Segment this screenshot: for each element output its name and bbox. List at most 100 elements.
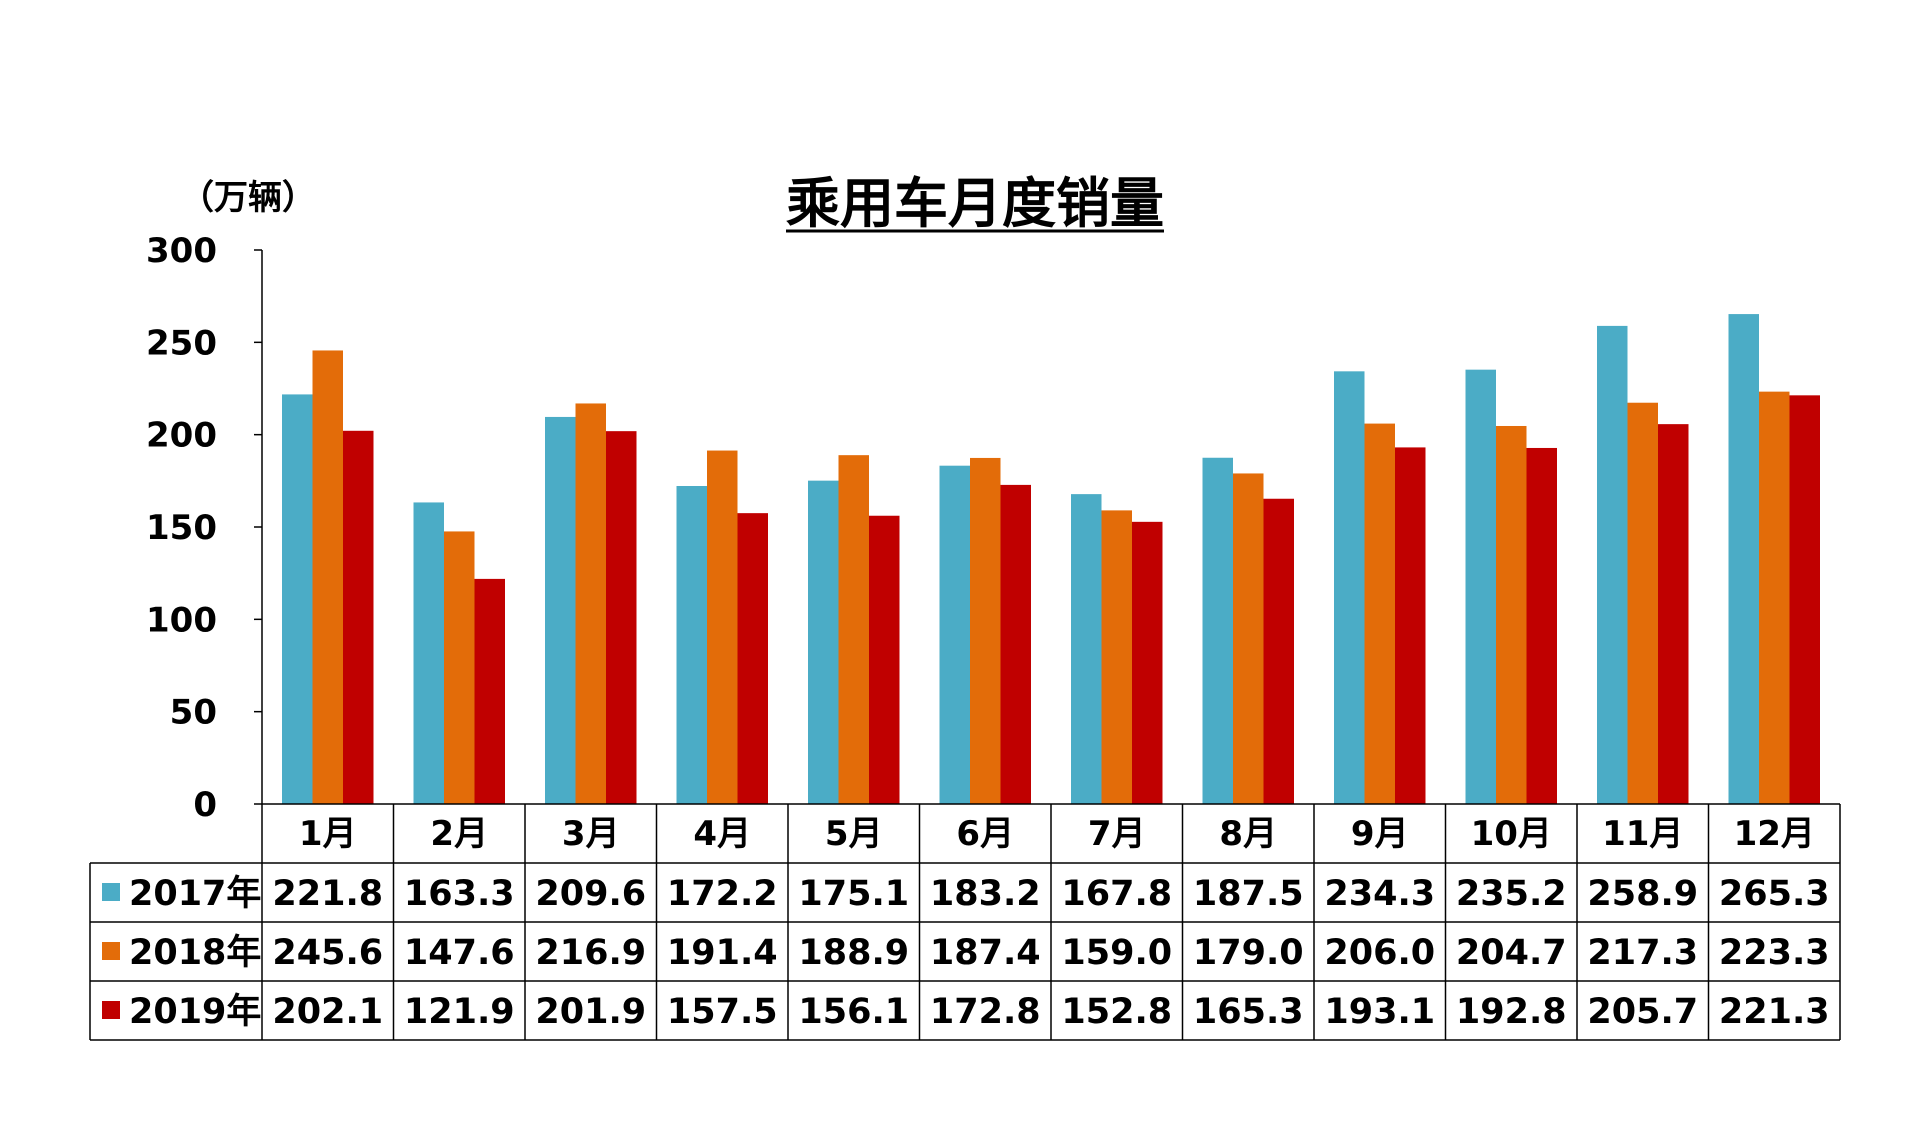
bar [1334,371,1365,804]
bar [869,515,900,804]
table-cell: 192.8 [1456,992,1567,1032]
x-tick-label: 2月 [430,814,488,854]
bar [1263,498,1294,804]
table-cell: 191.4 [667,933,778,973]
table-cell: 205.7 [1587,992,1698,1032]
table-cell: 163.3 [404,874,515,914]
bar [707,450,738,804]
legend-swatch [102,883,120,901]
table-cell: 193.1 [1324,992,1435,1032]
table-cell: 183.2 [930,874,1041,914]
x-tick-label: 4月 [693,814,751,854]
bar [1496,425,1527,804]
bar [1658,424,1689,804]
bar [575,403,606,804]
bar [1101,510,1132,804]
legend-label: 2019年 [129,992,261,1032]
bar [1395,447,1426,804]
table-cell: 201.9 [535,992,646,1032]
table-cell: 217.3 [1587,933,1698,973]
table-cell: 147.6 [404,933,515,973]
table-cell: 216.9 [535,933,646,973]
bar [1627,402,1658,804]
table-cell: 221.3 [1719,992,1830,1032]
x-tick-label: 6月 [956,814,1014,854]
legend-label: 2018年 [129,933,261,973]
y-axis: 0 50 100 150 200 250 300 [146,231,263,825]
bar [545,416,576,804]
y-unit-label: （万辆） [180,178,316,218]
bar [343,430,374,804]
legend-label: 2017年 [129,874,261,914]
bar [1789,395,1820,804]
bar [1364,423,1395,804]
x-tick-label: 1月 [299,814,357,854]
x-tick-label: 9月 [1351,814,1409,854]
table-cell: 204.7 [1456,933,1567,973]
table-cell: 121.9 [404,992,515,1032]
bar [838,455,869,804]
table-cell: 165.3 [1193,992,1304,1032]
table-cell: 152.8 [1061,992,1172,1032]
x-tick-label: 12月 [1734,814,1815,854]
y-tick-label: 250 [146,323,217,363]
bar [737,513,768,804]
x-tick-label: 11月 [1602,814,1683,854]
chart-title: 乘用车月度销量 [786,172,1164,235]
table-cell: 188.9 [798,933,909,973]
table-cell: 235.2 [1456,874,1567,914]
bar [808,480,839,804]
x-tick-label: 3月 [562,814,620,854]
bar [474,578,505,804]
bar [1000,484,1031,804]
table-cell: 221.8 [272,874,383,914]
table-cell: 167.8 [1061,874,1172,914]
x-tick-label: 7月 [1088,814,1146,854]
table-cell: 265.3 [1719,874,1830,914]
y-tick-label: 200 [146,416,217,456]
table-cell: 209.6 [535,874,646,914]
x-tick-label: 10月 [1471,814,1552,854]
y-tick-label: 150 [146,508,217,548]
table-cell: 202.1 [272,992,383,1032]
y-tick-label: 100 [146,600,217,640]
table-cell: 206.0 [1324,933,1435,973]
bar [1132,521,1163,804]
y-tick-label: 50 [170,693,217,733]
table-cell: 187.5 [1193,874,1304,914]
table-cell: 172.8 [930,992,1041,1032]
bar [676,486,707,804]
bar [444,531,475,804]
bar [1597,325,1628,804]
y-tick-label: 0 [193,785,217,825]
table-cell: 234.3 [1324,874,1435,914]
bar [282,394,313,804]
data-table: 1月 2月 3月 4月 5月 6月 7月 8月 9月 10月 11月 12月 2017年 221.8 163… [89,803,1841,1041]
table-cell: 187.4 [930,933,1041,973]
x-tick-label: 8月 [1219,814,1277,854]
bar-group [282,314,1820,804]
bar [970,457,1001,804]
table-cell: 245.6 [272,933,383,973]
bar [1728,314,1759,804]
table-cell: 156.1 [798,992,909,1032]
bar [939,465,970,804]
bar [1526,447,1557,804]
legend-swatch [102,1001,120,1019]
bar [413,502,444,804]
bar [1233,473,1264,804]
table-cell: 157.5 [667,992,778,1032]
table-cell: 172.2 [667,874,778,914]
legend-swatch [102,942,120,960]
bar [1202,457,1233,804]
bar [1071,494,1102,804]
bar [1465,369,1496,804]
table-cell: 258.9 [1587,874,1698,914]
table-cell: 179.0 [1193,933,1304,973]
bar [606,431,637,804]
bar [1759,391,1790,804]
bar [312,350,343,804]
table-cell: 175.1 [798,874,909,914]
y-tick-label: 300 [146,231,217,271]
